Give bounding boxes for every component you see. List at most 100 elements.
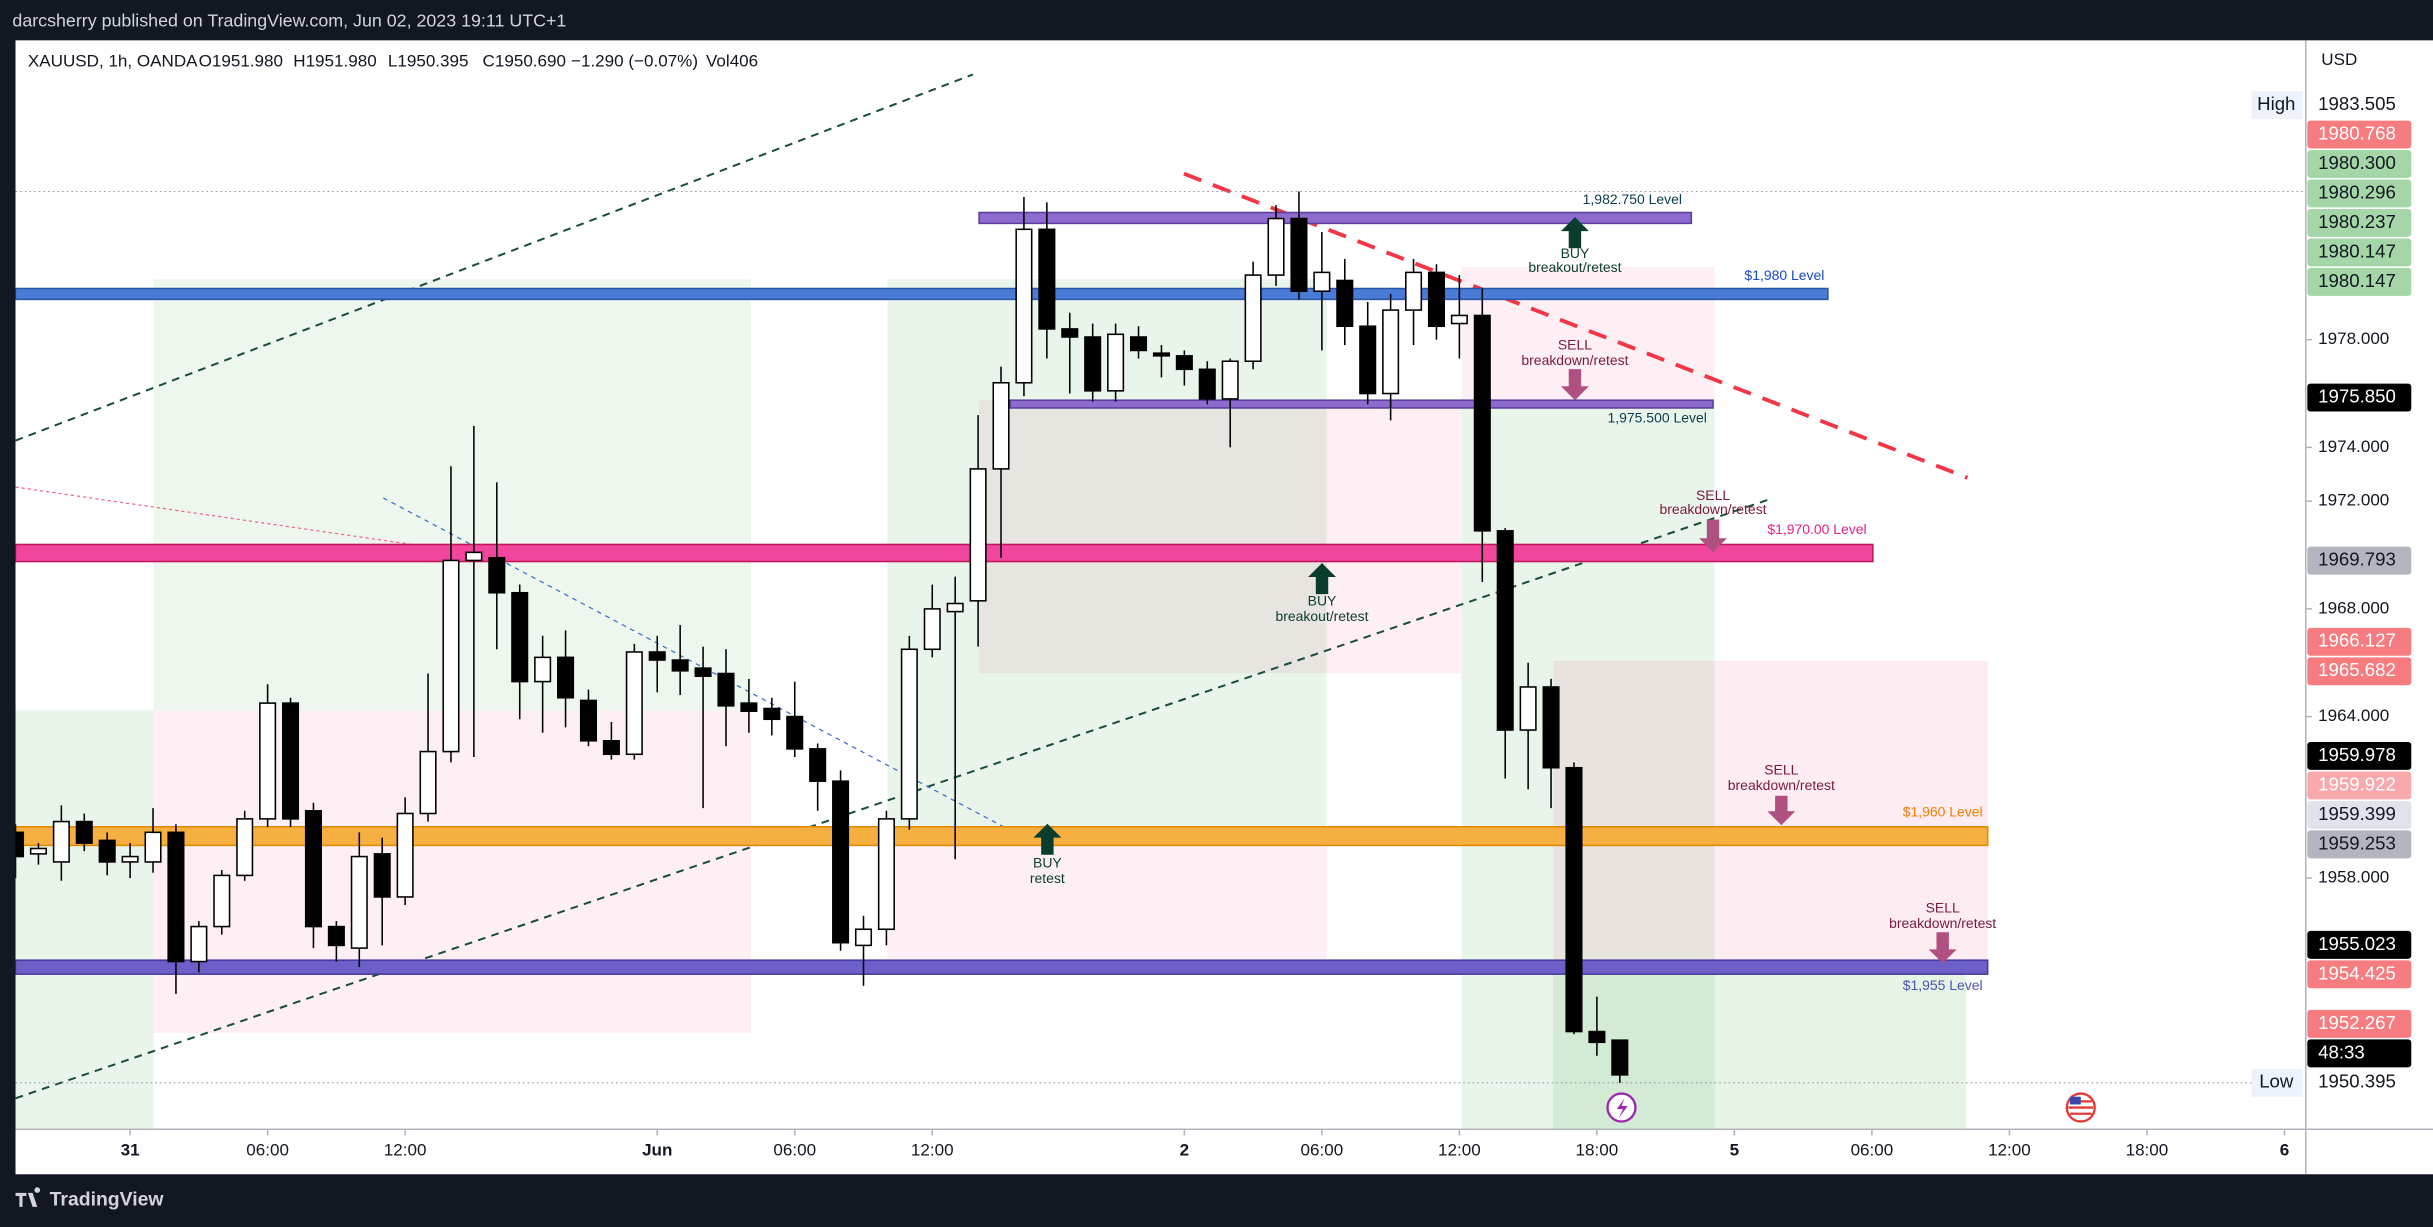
arrow — [1308, 563, 1336, 595]
candle-body — [1565, 766, 1583, 1033]
x-tick-label: 18:00 — [1576, 1140, 1619, 1159]
candle-body — [1084, 336, 1102, 392]
x-tick-label: 12:00 — [911, 1140, 954, 1159]
x-tick-label: 6 — [2280, 1140, 2289, 1159]
annotation: $1,955 Level — [1903, 977, 1983, 993]
candle-body — [29, 847, 47, 855]
x-tick-label: 06:00 — [246, 1140, 289, 1159]
x-tick-label: 06:00 — [1851, 1140, 1894, 1159]
candle-body — [465, 551, 483, 562]
x-tick-label: 12:00 — [1988, 1140, 2031, 1159]
annotation: SELL — [1764, 762, 1798, 778]
candle-body — [1313, 271, 1331, 293]
arrow — [1767, 795, 1796, 826]
price-label-box — [2307, 741, 2412, 770]
candle-body — [121, 855, 139, 863]
price-labels: High 1983.505 1980.768 1980.300 1980.296 1980… — [15, 91, 2412, 1097]
candle-body — [1061, 328, 1079, 338]
price-label-box — [2307, 960, 2412, 989]
annotation: 1,975.500 Level — [1608, 410, 1707, 426]
price-label-box — [2307, 120, 2412, 149]
x-tick-label: 06:00 — [1301, 1140, 1344, 1159]
candle-body — [327, 925, 345, 947]
legend-item: L1950.395 — [388, 52, 469, 71]
candle-body — [1198, 368, 1216, 400]
candle-body — [1473, 314, 1491, 532]
price-label: 1980.296 — [2318, 181, 2396, 202]
candle-body — [350, 855, 368, 949]
candle-body — [213, 874, 231, 928]
price-label: 1966.127 — [2318, 630, 2396, 651]
candle-body — [1290, 217, 1308, 293]
level-band — [15, 826, 1989, 847]
annotation: $1,980 Level — [1744, 267, 1824, 283]
annotation: $1,960 Level — [1903, 804, 1983, 820]
price-label-box — [2307, 830, 2412, 859]
candle-body — [488, 556, 506, 594]
candle-body — [648, 651, 666, 661]
candle-body — [1427, 271, 1445, 328]
price-label: 1952.267 — [2318, 1012, 2396, 1033]
candle-body — [923, 608, 941, 651]
candle-body — [694, 667, 712, 677]
legend-item: O1951.980 — [199, 52, 283, 71]
y-tick-label: 1974.000 — [2318, 437, 2389, 456]
y-tick-label: 1968.000 — [2318, 598, 2389, 617]
position-zone — [1461, 266, 1715, 401]
price-label-box — [2307, 1039, 2412, 1068]
position-zone — [15, 710, 154, 1130]
candle-body — [579, 699, 598, 742]
candle-body — [786, 715, 804, 750]
level-band — [1009, 399, 1714, 409]
candle-body — [534, 656, 552, 683]
annotations: 1,982.750 Level BUY breakout/retest $1,9… — [1030, 191, 1996, 993]
price-label: 1980.147 — [2318, 270, 2396, 291]
price-label: 1980.237 — [2318, 211, 2396, 232]
event-icon — [1616, 1098, 1628, 1119]
price-label: 1980.147 — [2318, 240, 2396, 261]
candle-body — [1015, 228, 1033, 384]
trend-line — [15, 73, 974, 442]
candle-body — [557, 656, 575, 699]
annotation: BUY — [1561, 245, 1590, 261]
price-label-box — [2307, 627, 2412, 656]
price-label: 1975.850 — [2318, 385, 2396, 406]
price-label: 48:33 — [2318, 1041, 2365, 1062]
y-tick-label: 1972.000 — [2318, 491, 2389, 510]
legend-item: XAUUSD, 1h, OANDA — [28, 52, 198, 71]
candle-body — [1611, 1039, 1629, 1076]
extreme-tag-label: Low — [2259, 1071, 2294, 1092]
candle-body — [717, 672, 735, 707]
legend-item: C1950.690 — [483, 52, 566, 71]
candle-body — [740, 702, 758, 712]
candle-body — [1267, 217, 1285, 276]
candle-body — [809, 748, 827, 782]
price-label-box — [2307, 657, 2412, 686]
candles — [15, 191, 1629, 1083]
level-band — [978, 211, 1693, 225]
annotation: SELL — [1696, 487, 1730, 503]
candle-body — [1405, 271, 1423, 311]
arrow — [1699, 519, 1727, 553]
candle-body — [1175, 355, 1193, 371]
legend-item: H1951.980 — [293, 52, 376, 71]
currency: USD — [2321, 50, 2357, 69]
axes: 1958.000 1964.000 1968.000 1972.000 1974.000… — [121, 329, 2390, 1159]
candle-body — [1244, 274, 1262, 363]
x-tick-label: 2 — [1180, 1140, 1189, 1159]
price-label: 1950.395 — [2318, 1071, 2396, 1092]
candle-body — [1221, 360, 1239, 400]
y-tick-label: 1958.000 — [2318, 868, 2389, 887]
price-label-box — [2307, 267, 2412, 296]
price-label: 1954.425 — [2318, 962, 2396, 983]
price-label-box — [2307, 771, 2412, 800]
candle-body — [625, 651, 643, 756]
arrow — [1928, 932, 1957, 964]
logo — [15, 1187, 41, 1207]
candle-body — [602, 740, 620, 756]
annotation: BUY — [1033, 855, 1062, 871]
candle-body — [396, 812, 414, 898]
x-tick-label: 12:00 — [384, 1140, 427, 1159]
price-label: 1980.300 — [2318, 152, 2396, 173]
